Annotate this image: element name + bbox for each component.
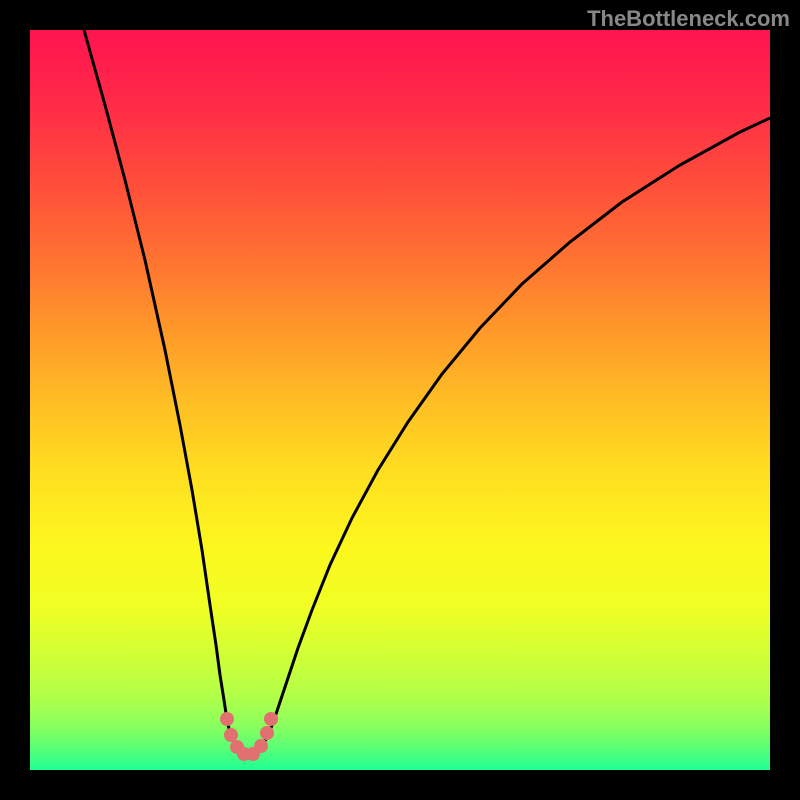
watermark-text: TheBottleneck.com [587,6,790,32]
curve-marker [264,712,278,726]
chart-svg [30,30,770,770]
chart-frame: TheBottleneck.com [0,0,800,800]
curve-marker [220,712,234,726]
curve-marker [224,728,238,742]
curve-marker [260,726,274,740]
plot-area [30,30,770,770]
gradient-background [30,30,770,770]
curve-marker [254,739,268,753]
